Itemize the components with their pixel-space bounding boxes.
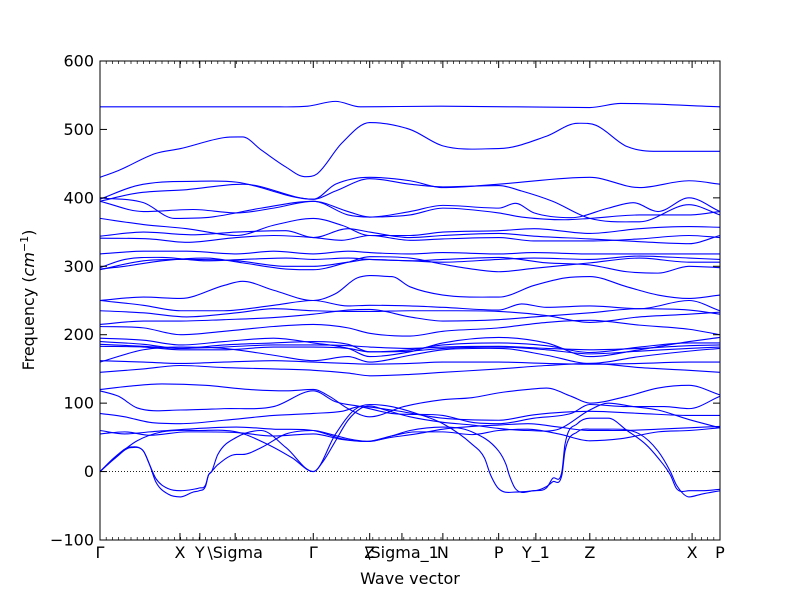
x-tick-label: Y_1 — [521, 543, 550, 563]
x-tick-label: N — [437, 543, 449, 562]
x-tick-label: Y — [194, 543, 205, 562]
band-line-6 — [99, 197, 721, 221]
x-tick-label: X — [687, 543, 698, 562]
x-tick-label: Γ — [96, 543, 105, 562]
y-tick-label: 600 — [63, 52, 94, 71]
series-group — [99, 100, 721, 498]
y-tick-label: 400 — [63, 188, 94, 207]
band-line-29 — [99, 423, 721, 443]
band-line-14 — [99, 275, 721, 302]
y-tick-label: 100 — [63, 394, 94, 413]
axes-frame — [99, 60, 721, 541]
band-line-12 — [99, 256, 720, 273]
x-tick-label: \Sigma — [207, 543, 263, 562]
band-line-16 — [99, 308, 721, 323]
x-tick-label: P — [715, 543, 725, 562]
band-line-21 — [99, 343, 721, 351]
band-line-19 — [99, 336, 721, 358]
band-line-1 — [100, 100, 721, 109]
band-line-33 — [99, 402, 721, 473]
y-axis-label-prefix: Frequency ( — [19, 276, 38, 370]
band-line-26 — [99, 383, 721, 418]
band-line-10 — [99, 250, 720, 255]
band-line-30 — [99, 427, 721, 443]
x-axis-label: Wave vector — [360, 569, 460, 588]
x-tick-label: Z — [584, 543, 595, 562]
band-line-4 — [99, 178, 721, 223]
x-tick-label: P — [494, 543, 504, 562]
band-line-25 — [99, 362, 721, 377]
y-tick-labels: −100 0 100 200 300 400 500 600 — [50, 52, 94, 550]
band-line-32 — [99, 403, 721, 493]
band-line-2 — [99, 122, 720, 178]
x-tick-labels: Γ X Y \Sigma Γ Z\Sigma_1N P Y_1 Z X P — [96, 543, 726, 563]
y-tick-label: −100 — [50, 531, 94, 550]
y-axis-label: Frequency (cm−1) — [18, 230, 38, 371]
band-line-18 — [99, 319, 721, 337]
y-tick-label: 0 — [84, 462, 94, 481]
band-line-3 — [99, 176, 721, 200]
x-tick-label: Z — [364, 543, 375, 562]
x-tick-label: Γ — [309, 543, 318, 562]
band-line-31 — [99, 426, 721, 498]
y-axis-label-suffix: ) — [19, 230, 38, 236]
y-tick-label: 500 — [63, 120, 94, 139]
y-axis-label-math: cm — [19, 252, 38, 276]
band-line-13 — [99, 256, 721, 274]
band-line-22 — [99, 345, 721, 355]
x-tick-label: X — [174, 543, 185, 562]
band-line-9 — [99, 234, 721, 243]
y-tick-label: 300 — [63, 257, 94, 276]
y-tick-label: 200 — [63, 325, 94, 344]
band-line-17 — [99, 308, 721, 325]
band-line-15 — [99, 299, 721, 312]
plot-area — [99, 100, 721, 498]
band-line-24 — [99, 360, 720, 365]
y-axis-label-exponent: −1 — [18, 236, 31, 252]
band-line-23 — [99, 346, 721, 365]
x-tick-label: \Sigma_1 — [365, 543, 439, 563]
